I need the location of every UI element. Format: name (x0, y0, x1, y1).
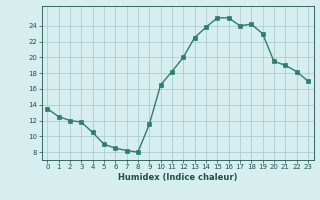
X-axis label: Humidex (Indice chaleur): Humidex (Indice chaleur) (118, 173, 237, 182)
